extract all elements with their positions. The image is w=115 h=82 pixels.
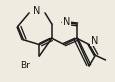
Text: Br: Br: [20, 61, 30, 70]
Text: N: N: [62, 17, 70, 27]
Text: N: N: [90, 36, 97, 46]
Text: N: N: [33, 6, 40, 16]
